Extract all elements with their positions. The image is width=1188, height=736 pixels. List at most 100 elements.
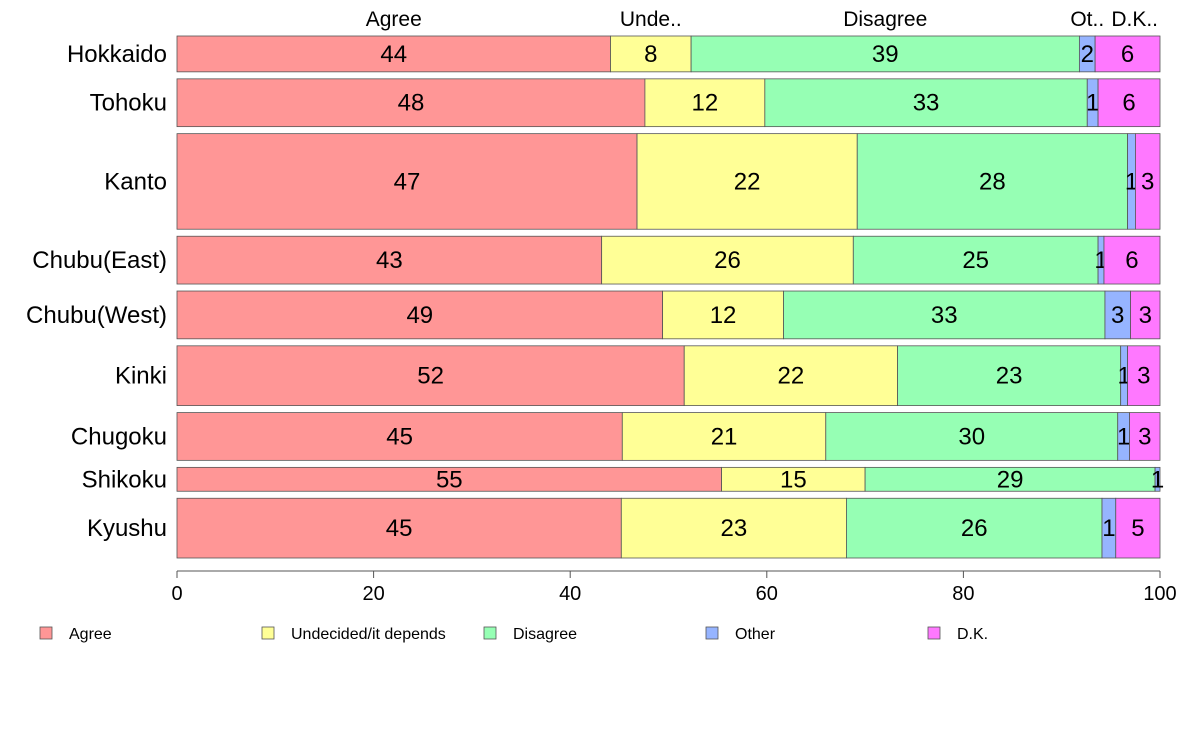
bar-segment [825, 412, 1119, 461]
bar-segment [176, 35, 611, 73]
legend-label: Other [735, 626, 776, 643]
bar-row-shikoku: 55 15 29 1 [176, 466, 1164, 493]
legend-item: Undecided/it depends [261, 626, 446, 643]
segment-value-label: 1 [1117, 423, 1130, 450]
segment-value-label: 23 [721, 515, 748, 542]
bar-segment [636, 133, 858, 230]
legend-swatch [39, 626, 53, 640]
segment-value-label: 52 [417, 363, 444, 390]
segment-value-label: 55 [436, 466, 463, 493]
segment-value-label: 26 [961, 515, 988, 542]
segment-value-label: 3 [1111, 302, 1124, 329]
legend-item: Disagree [483, 626, 577, 643]
segment-value-label: 39 [872, 41, 899, 68]
segment-value-label: 33 [913, 90, 940, 117]
segment-value-label: 3 [1138, 423, 1151, 450]
x-tick-label: 40 [559, 583, 581, 605]
segment-value-label: 30 [958, 423, 985, 450]
bar-segment [176, 235, 603, 285]
segment-value-label: 22 [778, 363, 805, 390]
bar-row-kanto: 47 22 28 1 3 [176, 133, 1161, 230]
segment-value-label: 29 [997, 466, 1024, 493]
bar-segment [176, 345, 685, 406]
segment-value-label: 28 [979, 168, 1006, 195]
bar-segment [176, 78, 646, 128]
bar-segment [1130, 290, 1161, 340]
segment-value-label: 1 [1151, 466, 1164, 493]
row-label: Hokkaido [67, 41, 167, 68]
bar-row-kyushu: 45 23 26 1 5 [176, 497, 1161, 559]
bar-row-chugoku: 45 21 30 1 3 [176, 412, 1161, 461]
bar-row-chubu-east-: 43 26 25 1 6 [176, 235, 1161, 285]
x-axis: 0 20 40 60 80 100 [171, 570, 1177, 605]
row-label: Tohoku [90, 90, 167, 117]
bar-segment [176, 290, 664, 340]
column-headers: Agree Unde.. Disagree Ot.. D.K.. [366, 8, 1158, 31]
segment-value-label: 1 [1102, 515, 1115, 542]
bars: 44 8 39 2 648 12 33 1 647 22 28 1 343 26 25 1 649 12 33 3 35… [176, 35, 1164, 559]
bar-segment [621, 412, 827, 461]
segment-value-label: 25 [962, 247, 989, 274]
segment-value-label: 26 [714, 247, 741, 274]
segment-value-label: 45 [386, 515, 413, 542]
bar-segment [846, 497, 1103, 559]
x-tick-label: 100 [1143, 583, 1176, 605]
bar-row-chubu-west-: 49 12 33 3 3 [176, 290, 1161, 340]
segment-value-label: 6 [1122, 90, 1135, 117]
bar-row-hokkaido: 44 8 39 2 6 [176, 35, 1161, 73]
legend-label: Undecided/it depends [291, 626, 446, 643]
row-label: Chubu(East) [32, 247, 167, 274]
x-tick-label: 80 [952, 583, 974, 605]
row-label: Chubu(West) [26, 302, 167, 329]
x-tick-label: 60 [756, 583, 778, 605]
segment-value-label: 6 [1125, 247, 1138, 274]
bar-segment [856, 133, 1128, 230]
legend-swatch [705, 626, 719, 640]
segment-value-label: 23 [996, 363, 1023, 390]
legend-swatch [483, 626, 497, 640]
column-header: Disagree [843, 8, 927, 31]
bar-segment [783, 290, 1106, 340]
legend-swatch [261, 626, 275, 640]
segment-value-label: 3 [1137, 363, 1150, 390]
legend: Agree Undecided/it depends Disagree Other D.… [39, 626, 988, 643]
segment-value-label: 6 [1121, 41, 1134, 68]
legend-label: Disagree [513, 626, 577, 643]
x-tick-label: 20 [362, 583, 384, 605]
column-header: D.K.. [1111, 8, 1158, 31]
legend-swatch [927, 626, 941, 640]
bar-segment [897, 345, 1122, 406]
bar-segment [176, 133, 638, 230]
segment-value-label: 3 [1141, 168, 1154, 195]
bar-segment [662, 290, 784, 340]
bar-segment [852, 235, 1099, 285]
segment-value-label: 12 [710, 302, 737, 329]
bar-segment [1127, 345, 1161, 406]
bar-segment [1154, 466, 1161, 492]
segment-value-label: 43 [376, 247, 403, 274]
row-label: Kyushu [87, 515, 167, 542]
segment-value-label: 47 [394, 168, 421, 195]
bar-segment [620, 497, 847, 559]
bar-segment [1103, 235, 1161, 285]
bar-segment [176, 497, 622, 559]
bar-segment [1115, 497, 1161, 559]
bar-segment [1094, 35, 1161, 73]
bar-segment [1097, 78, 1161, 128]
column-header: Unde.. [620, 8, 682, 31]
bar-segment [764, 78, 1088, 128]
segment-value-label: 3 [1139, 302, 1152, 329]
segment-value-label: 22 [734, 168, 761, 195]
column-header: Ot.. [1070, 8, 1104, 31]
row-label: Kinki [115, 363, 167, 390]
row-labels: Hokkaido Tohoku Kanto Chubu(East) Chubu(West… [26, 41, 167, 542]
segment-value-label: 21 [711, 423, 738, 450]
bar-segment [1135, 133, 1161, 230]
x-tick-label: 0 [171, 583, 182, 605]
legend-item: Agree [39, 626, 112, 643]
bar-segment [690, 35, 1080, 73]
row-label: Kanto [104, 168, 167, 195]
bar-row-tohoku: 48 12 33 1 6 [176, 78, 1161, 128]
segment-value-label: 49 [406, 302, 433, 329]
